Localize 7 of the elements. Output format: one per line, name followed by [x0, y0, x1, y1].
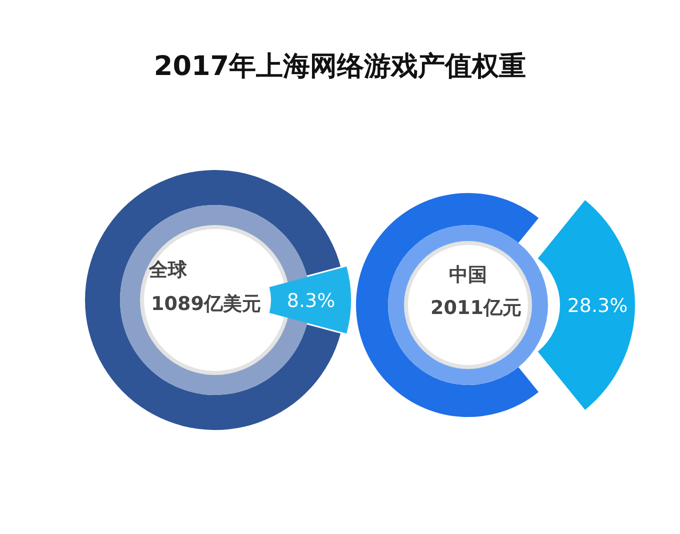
text: 2011亿元	[430, 297, 522, 319]
data-label: 8.3%	[286, 290, 336, 312]
text: 1089亿美元	[151, 293, 261, 315]
data-label: 28.3%	[567, 295, 628, 317]
text: 全球	[148, 259, 188, 281]
text: 中国	[449, 264, 487, 286]
chart-title: 2017年上海网络游戏产值权重	[154, 51, 526, 82]
